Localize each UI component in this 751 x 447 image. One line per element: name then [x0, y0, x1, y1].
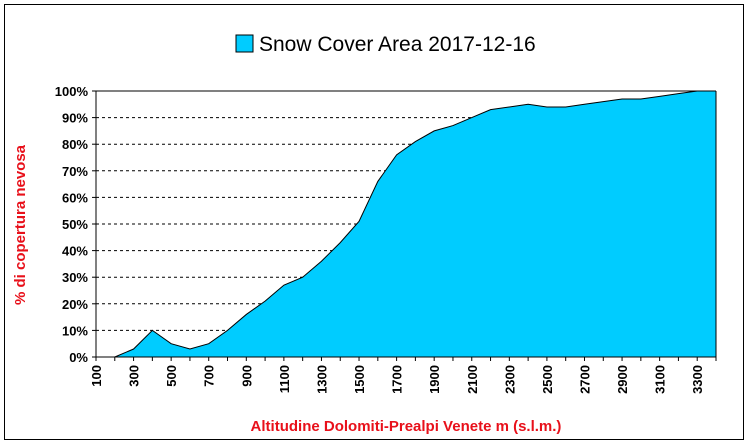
area-series	[114, 90, 716, 358]
y-tick-label: 70%	[62, 164, 88, 179]
y-tick-label: 90%	[62, 111, 88, 126]
x-axis-title: Altitudine Dolomiti-Prealpi Venete m (s.…	[251, 418, 562, 435]
x-tick-label: 1100	[277, 365, 292, 393]
y-tick-label: 60%	[62, 190, 88, 205]
x-tick-label: 2300	[502, 365, 517, 394]
y-tick-label: 30%	[62, 270, 88, 285]
x-tick-label: 700	[202, 365, 217, 387]
x-tick-labels: 100 300 500 700 900 1100 1300 1500 1700 1900 2100 2…	[89, 357, 717, 394]
legend-swatch	[235, 34, 254, 53]
x-tick-label: 1500	[352, 365, 367, 394]
y-tick-label: 100%	[55, 84, 89, 99]
legend-label: Snow Cover Area 2017-12-16	[259, 33, 536, 56]
x-tick-label: 300	[127, 365, 142, 387]
series-area	[114, 91, 716, 357]
y-tick-label: 40%	[62, 244, 88, 259]
x-tick-label: 100	[89, 365, 104, 387]
y-tick-label: 50%	[62, 217, 88, 232]
y-tick-label: 10%	[62, 323, 88, 338]
y-tick-label: 0%	[69, 350, 88, 365]
x-tick-label: 2500	[540, 365, 555, 394]
legend: Snow Cover Area 2017-12-16	[235, 33, 536, 56]
x-tick-label: 1300	[314, 365, 329, 394]
y-tick-labels: 0% 10% 20% 30% 40% 50% 60% 70% 80% 90% 100%	[55, 84, 96, 365]
x-tick-label: 1700	[390, 365, 405, 394]
x-tick-label: 2900	[615, 365, 630, 394]
x-tick-label: 1900	[427, 365, 442, 394]
x-tick-label: 500	[164, 365, 179, 387]
y-axis-title: % di copertura nevosa	[12, 144, 29, 305]
x-tick-label: 2700	[577, 365, 592, 394]
x-tick-label: 2100	[465, 365, 480, 394]
x-tick-label: 900	[239, 365, 254, 387]
y-tick-label: 80%	[62, 137, 88, 152]
y-tick-label: 20%	[62, 297, 88, 312]
series-line	[114, 90, 716, 358]
x-tick-label: 3300	[690, 365, 705, 394]
x-tick-label: 3100	[653, 365, 668, 394]
